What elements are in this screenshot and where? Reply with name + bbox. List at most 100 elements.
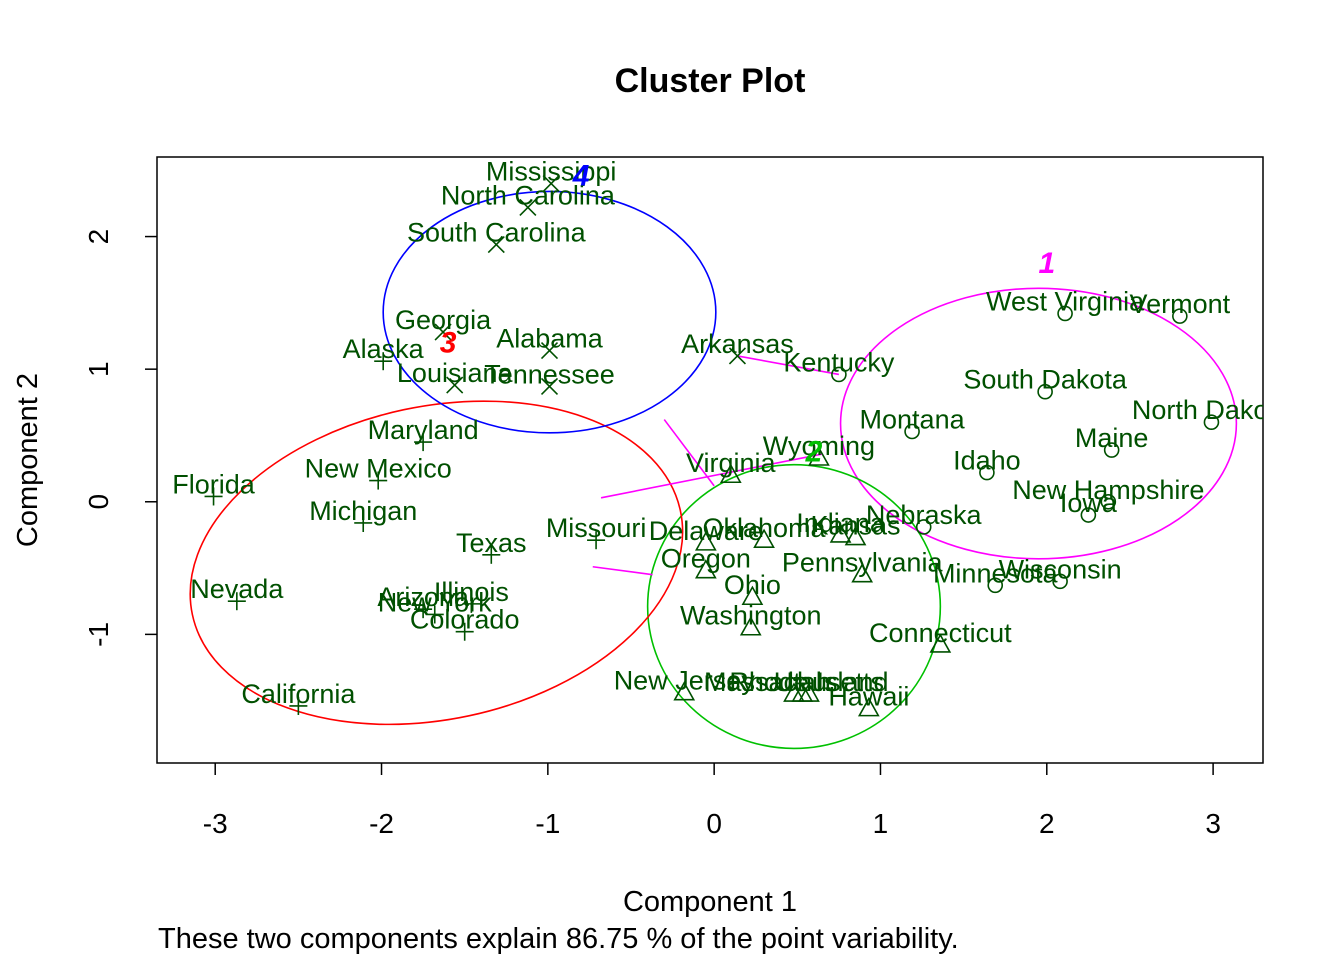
point-kentucky-marker bbox=[831, 366, 847, 383]
x-tick-label: -1 bbox=[535, 808, 560, 839]
point-label-north-carolina: North Carolina bbox=[441, 180, 616, 210]
point-label-colorado: Colorado bbox=[410, 605, 520, 635]
point-south-dakota-marker bbox=[1037, 383, 1053, 400]
cluster-link bbox=[737, 355, 840, 376]
point-georgia-marker bbox=[434, 323, 452, 341]
point-label-massachusetts: Massachusetts bbox=[704, 667, 884, 697]
cluster-3-label: 3 bbox=[440, 327, 457, 360]
point-south-carolina-marker bbox=[487, 235, 505, 254]
point-label-new-jersey: New Jersey bbox=[614, 666, 756, 696]
point-label-mississippi: Mississippi bbox=[486, 157, 617, 187]
x-axis: -3 -2 -1 0 1 2 3 bbox=[203, 763, 1221, 839]
point-nebraska-marker bbox=[915, 519, 932, 535]
point-iowa-marker bbox=[1080, 507, 1097, 523]
point-minnesota-marker bbox=[987, 577, 1004, 594]
cluster-1-ellipse bbox=[839, 287, 1238, 560]
point-north-carolina-marker bbox=[519, 198, 537, 216]
point-label-florida: Florida bbox=[172, 469, 256, 499]
point-rhode-island-marker bbox=[798, 682, 820, 702]
plot-frame bbox=[156, 156, 1264, 764]
point-label-vermont: Vermont bbox=[1130, 289, 1231, 319]
point-tennessee-marker bbox=[540, 377, 559, 395]
point-new-york-marker bbox=[425, 605, 444, 624]
point-michigan-marker bbox=[354, 513, 373, 532]
point-arkansas-marker bbox=[728, 347, 747, 365]
x-tick-label: -3 bbox=[203, 808, 228, 839]
y-tick-label: 2 bbox=[83, 229, 114, 245]
chart-title: Cluster Plot bbox=[615, 62, 806, 100]
point-label-idaho: Idaho bbox=[953, 446, 1021, 476]
point-virginia-marker bbox=[719, 463, 742, 484]
point-label-kentucky: Kentucky bbox=[783, 347, 895, 377]
point-label-indiana: Indiana bbox=[796, 508, 886, 538]
point-label-delaware: Delaware bbox=[649, 516, 763, 546]
cluster-link bbox=[600, 453, 823, 499]
point-label-montana: Montana bbox=[860, 404, 966, 434]
point-wyoming-marker bbox=[808, 446, 830, 466]
point-label-oregon: Oregon bbox=[661, 544, 751, 574]
point-texas-marker bbox=[482, 545, 501, 564]
point-delaware-marker bbox=[694, 531, 717, 551]
point-label-michigan: Michigan bbox=[309, 496, 417, 526]
point-maine-marker bbox=[1103, 442, 1120, 458]
point-label-connecticut: Connecticut bbox=[869, 618, 1012, 648]
point-north-dakota-marker bbox=[1203, 414, 1220, 431]
y-tick-label: 1 bbox=[83, 361, 114, 377]
point-label-maryland: Maryland bbox=[368, 415, 479, 445]
point-label-west-virginia: West Virginia bbox=[986, 286, 1145, 316]
point-label-alabama: Alabama bbox=[496, 324, 604, 354]
point-washington-marker bbox=[739, 616, 762, 636]
point-label-illinois: Illinois bbox=[434, 577, 509, 607]
point-label-missouri: Missouri bbox=[546, 513, 647, 543]
point-mississippi-marker bbox=[542, 174, 560, 193]
point-label-ohio: Ohio bbox=[724, 570, 781, 600]
point-new-jersey-marker bbox=[673, 681, 696, 701]
point-label-rhode-island: Rhode Island bbox=[729, 667, 888, 697]
point-ohio-marker bbox=[741, 585, 764, 606]
point-label-iowa: Iowa bbox=[1060, 488, 1118, 518]
point-new-hampshire-marker bbox=[1100, 493, 1117, 510]
point-label-texas: Texas bbox=[456, 528, 527, 558]
point-label-louisiana: Louisiana bbox=[397, 358, 514, 388]
point-indiana-marker bbox=[829, 523, 852, 543]
cluster-1-label: 1 bbox=[1038, 247, 1055, 280]
x-axis-label: Component 1 bbox=[623, 886, 797, 918]
point-new-mexico-marker bbox=[369, 471, 388, 490]
point-label-north-dakota: North Dakota bbox=[1132, 395, 1292, 425]
point-montana-marker bbox=[904, 423, 920, 440]
chart-subtitle: These two components explain 86.75 % of … bbox=[158, 923, 959, 955]
point-label-georgia: Georgia bbox=[395, 305, 492, 335]
point-idaho-marker bbox=[979, 464, 995, 481]
point-oregon-marker bbox=[694, 559, 717, 579]
x-tick-label: 0 bbox=[706, 808, 722, 839]
point-oklahoma-marker bbox=[753, 528, 775, 549]
point-nevada-marker bbox=[227, 592, 246, 611]
y-tick-label: -1 bbox=[83, 622, 114, 647]
y-tick-label: 0 bbox=[83, 494, 114, 510]
point-label-wisconsin: Wisconsin bbox=[999, 554, 1122, 584]
cluster-4-label: 4 bbox=[572, 160, 590, 193]
point-label-minnesota: Minnesota bbox=[933, 558, 1059, 588]
point-arizona-marker bbox=[414, 600, 433, 619]
point-wisconsin-marker bbox=[1052, 573, 1068, 590]
point-label-arkansas: Arkansas bbox=[681, 329, 794, 359]
y-axis: -1 0 1 2 bbox=[83, 229, 157, 647]
x-tick-label: -2 bbox=[369, 808, 394, 839]
point-label-south-dakota: South Dakota bbox=[963, 365, 1128, 395]
cluster-link bbox=[663, 419, 715, 487]
point-vermont-marker bbox=[1172, 308, 1188, 324]
point-label-nevada: Nevada bbox=[190, 574, 284, 604]
x-tick-label: 3 bbox=[1205, 808, 1221, 839]
cluster-4-ellipse bbox=[382, 190, 717, 434]
point-maryland-marker bbox=[414, 433, 433, 452]
point-label-maine: Maine bbox=[1075, 423, 1149, 453]
point-label-south-carolina: South Carolina bbox=[407, 218, 587, 248]
point-label-new-york: New York bbox=[378, 587, 493, 617]
point-missouri-marker bbox=[587, 531, 606, 550]
point-label-alaska: Alaska bbox=[343, 334, 425, 364]
point-alabama-marker bbox=[540, 342, 559, 360]
x-tick-label: 1 bbox=[873, 808, 889, 839]
point-label-new-hampshire: New Hampshire bbox=[1012, 475, 1204, 505]
point-alaska-marker bbox=[374, 352, 393, 371]
